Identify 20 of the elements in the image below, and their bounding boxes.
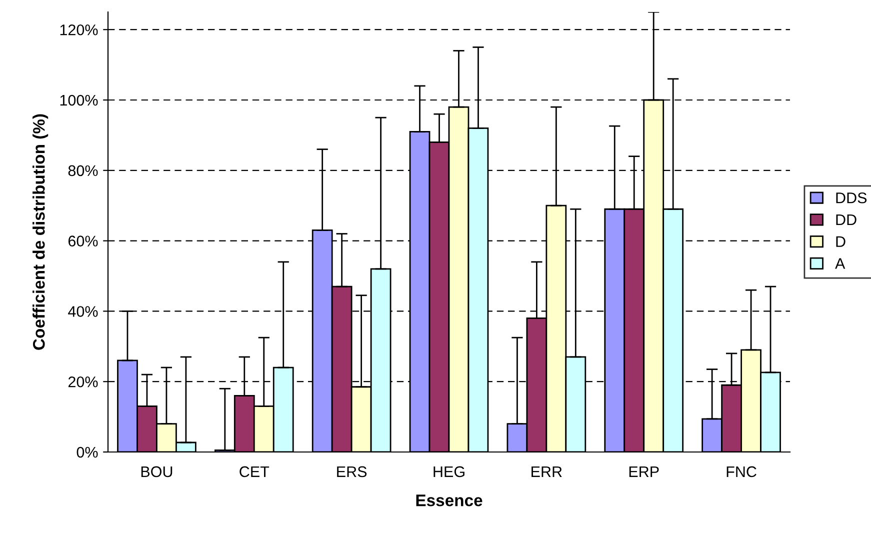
x-tick-label: FNC: [726, 466, 756, 478]
y-tick-label: 120%: [60, 24, 98, 36]
x-axis-title: Essence: [416, 494, 482, 506]
x-tick-label: ERR: [532, 466, 562, 477]
y-tick-label: 100%: [60, 94, 98, 106]
y-tick-label: 40%: [68, 306, 98, 317]
x-tick-label: HEG: [434, 466, 464, 478]
legend-label: DDS: [836, 192, 867, 204]
x-tick-label: CET: [240, 466, 270, 478]
legend-label: D: [836, 236, 846, 247]
y-tick-label: 80%: [68, 165, 98, 176]
legend-label: A: [835, 258, 846, 269]
x-tick-label: ERS: [337, 466, 367, 478]
y-tick-label: 60%: [68, 236, 98, 246]
y-tick-label: 0%: [76, 446, 98, 458]
x-tick-label: ERP: [629, 466, 659, 477]
y-axis-title: Coefficient de distribution (%): [32, 114, 48, 350]
y-tick-label: 20%: [68, 376, 98, 388]
legend-label: DD: [836, 214, 856, 226]
x-tick-label: BOU: [141, 466, 172, 478]
